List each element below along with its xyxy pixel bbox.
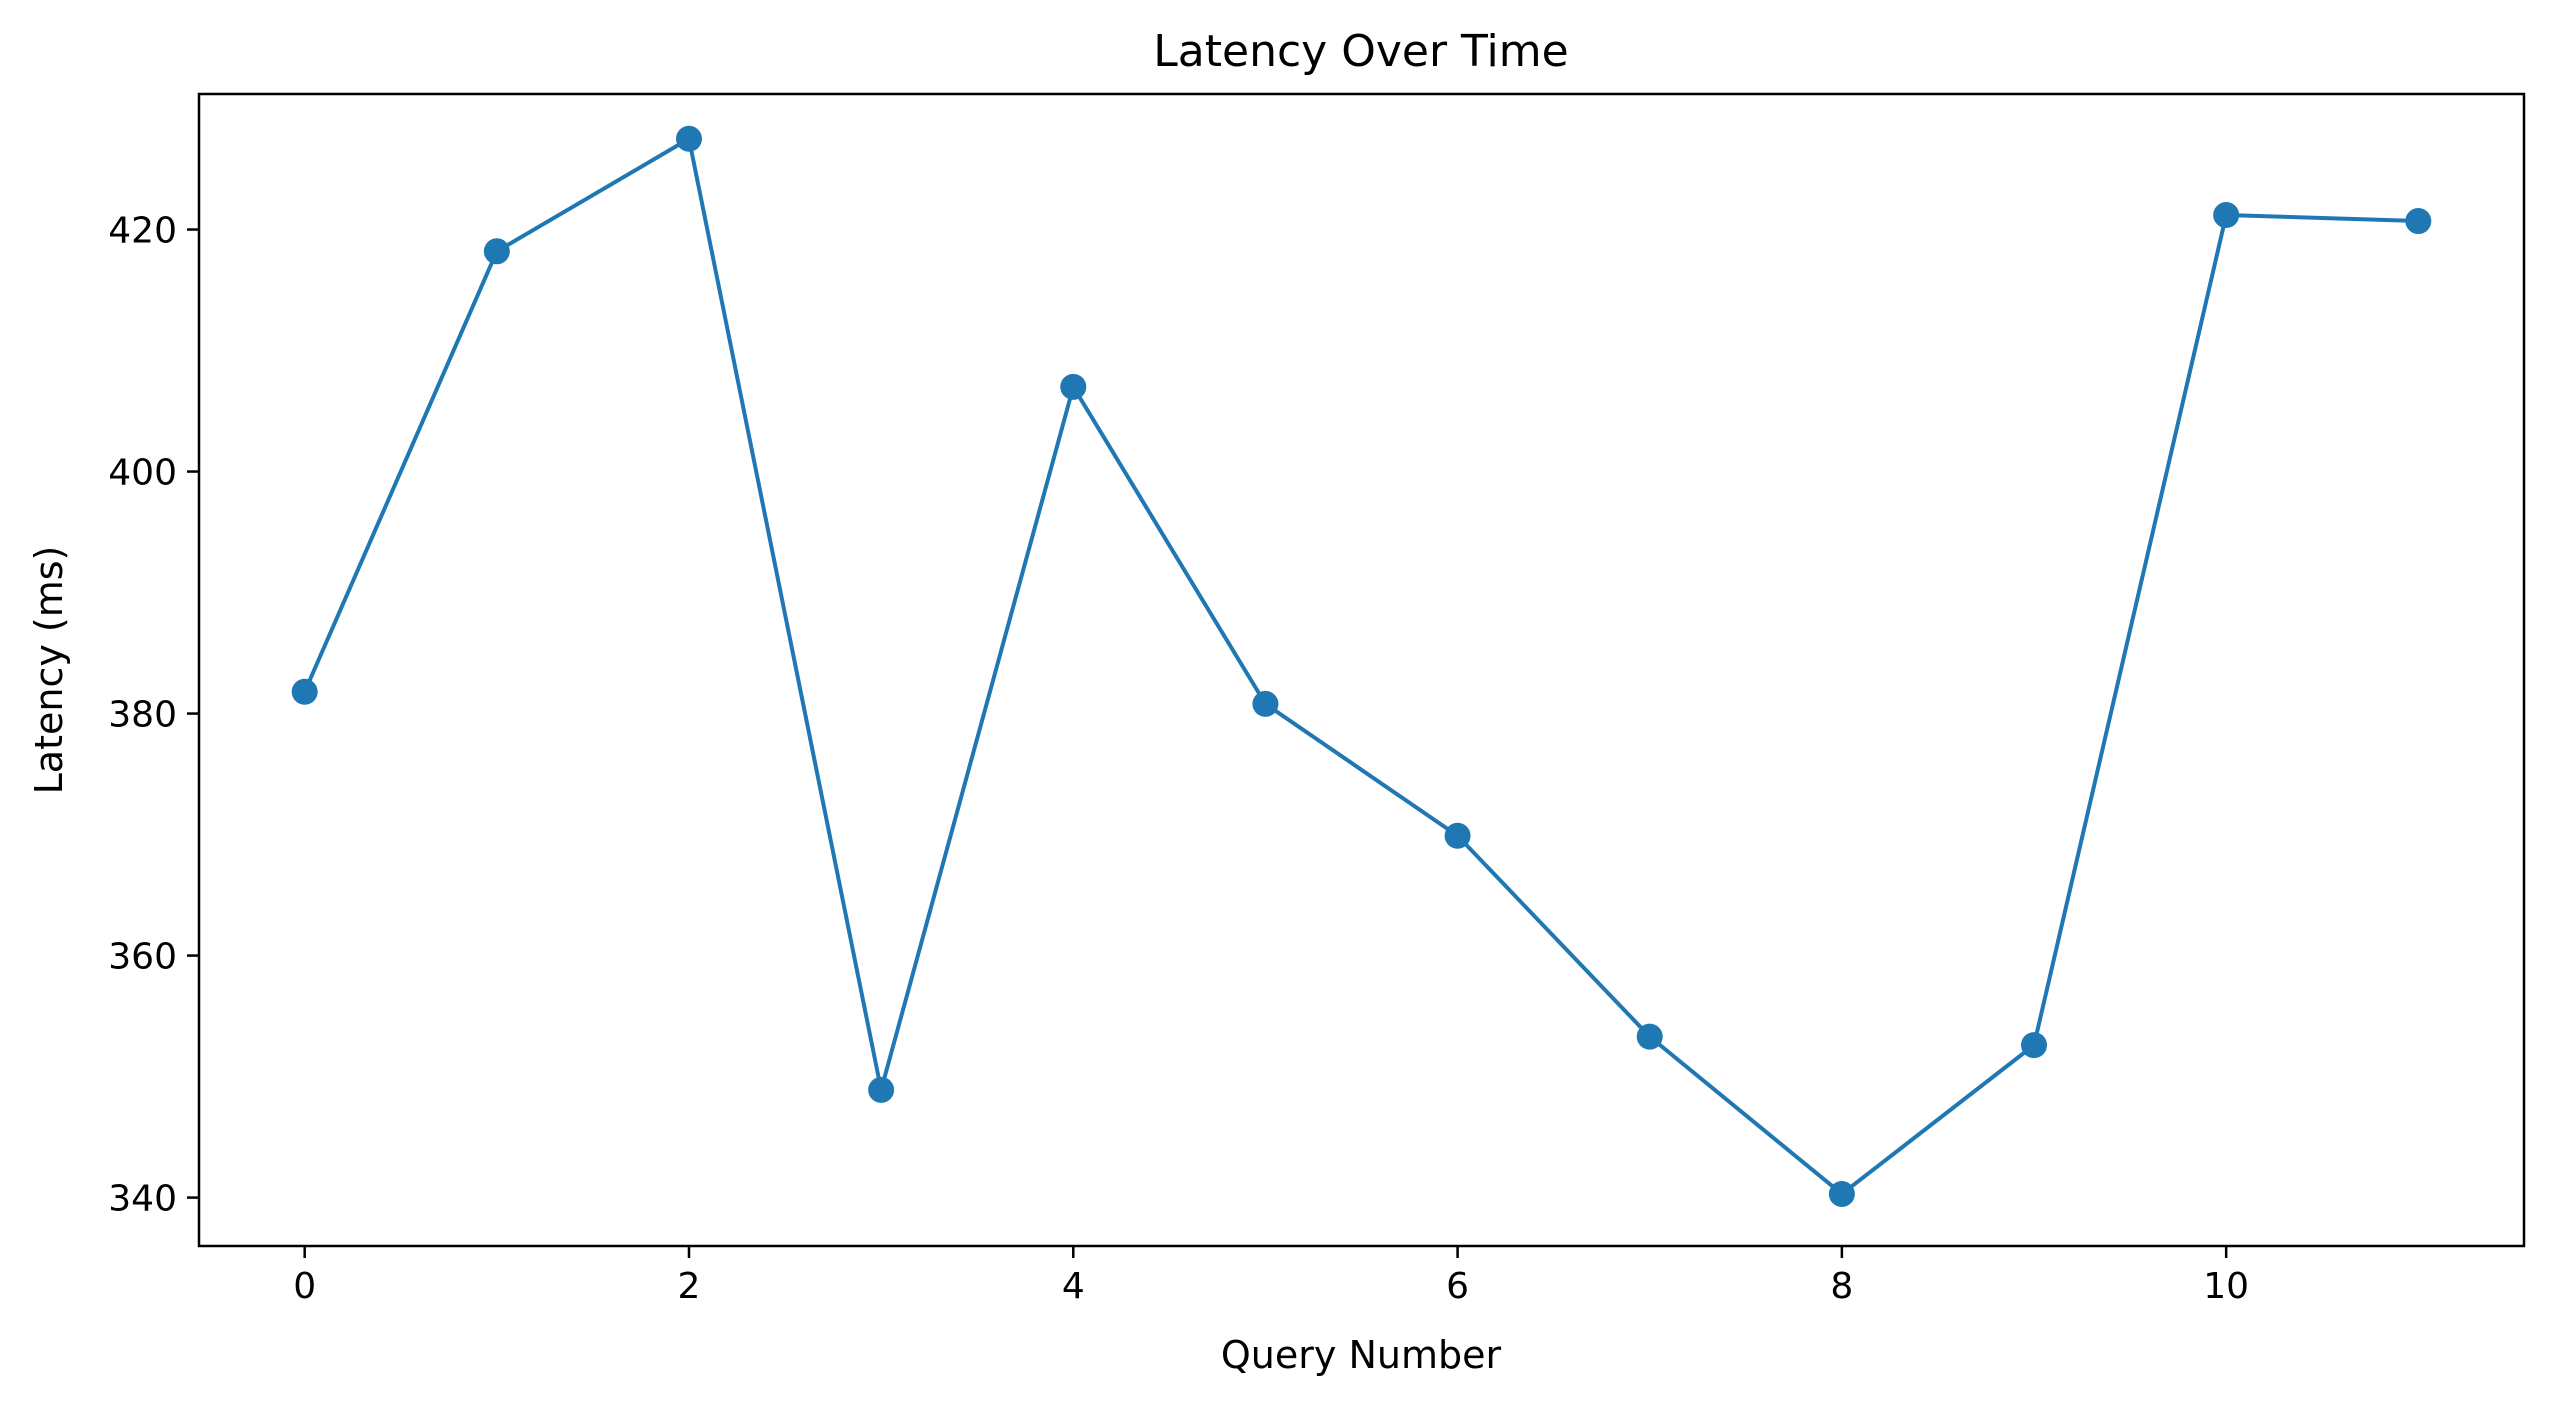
- data-point-marker: [1636, 1023, 1663, 1050]
- x-axis-label: Query Number: [1221, 1333, 1502, 1377]
- series-line: [302, 136, 2421, 1196]
- data-point-marker: [2213, 202, 2240, 229]
- x-axis-ticks: 0 2 4 6 8 10: [293, 1246, 2249, 1307]
- data-point-marker: [1252, 690, 1279, 717]
- x-tick-label: 8: [1830, 1266, 1853, 1307]
- y-axis-label: Latency (ms): [27, 546, 71, 795]
- plot-area-frame: [197, 92, 2526, 1248]
- data-point-marker: [291, 678, 318, 705]
- chart-title: Latency Over Time: [1153, 26, 1568, 77]
- y-tick-label: 420: [108, 211, 177, 252]
- x-tick-label: 4: [1062, 1266, 1085, 1307]
- y-tick-label: 400: [108, 453, 177, 494]
- data-point-marker: [868, 1076, 895, 1103]
- data-point-marker: [1828, 1180, 1855, 1207]
- data-point-marker: [675, 125, 702, 152]
- data-point-marker: [2021, 1032, 2048, 1059]
- x-tick-label: 6: [1446, 1266, 1469, 1307]
- x-tick-label: 10: [2203, 1266, 2249, 1307]
- data-point-marker: [2405, 208, 2432, 235]
- y-axis-ticks: 340 360 380 400 420: [108, 211, 199, 1220]
- x-tick-label: 0: [293, 1266, 316, 1307]
- x-tick-label: 2: [678, 1266, 701, 1307]
- data-point-marker: [483, 238, 510, 265]
- y-tick-label: 340: [108, 1179, 177, 1220]
- plot-series: [291, 125, 2432, 1207]
- y-tick-label: 380: [108, 695, 177, 736]
- y-tick-label: 360: [108, 937, 177, 978]
- data-point-marker: [1444, 822, 1471, 849]
- data-point-marker: [1060, 373, 1087, 400]
